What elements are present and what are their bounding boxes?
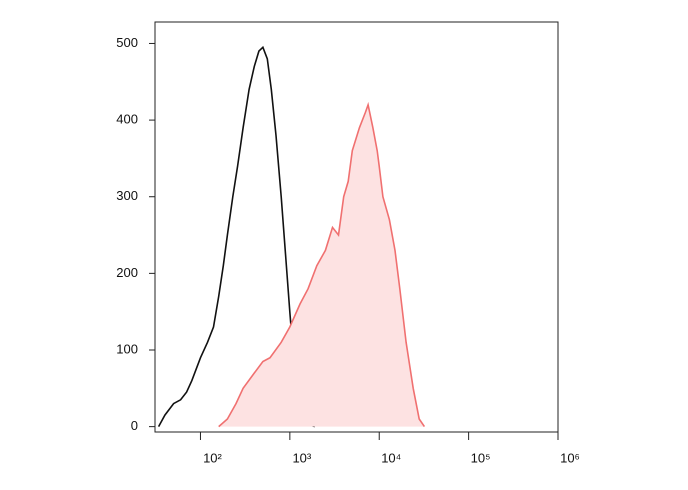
y-tick-label: 400 <box>116 112 138 127</box>
y-tick-label: 100 <box>116 341 138 356</box>
y-tick-label: 500 <box>116 35 138 50</box>
y-tick-label: 300 <box>116 188 138 203</box>
histogram-line <box>218 101 426 428</box>
x-tick-label: 10⁶ <box>560 450 580 465</box>
histogram-line <box>157 45 316 428</box>
x-tick-label: 10⁴ <box>381 450 401 465</box>
histogram-fill <box>218 104 425 427</box>
y-tick-label: 200 <box>116 265 138 280</box>
x-tick-label: 10³ <box>292 450 311 465</box>
y-tick-label: 0 <box>131 418 138 433</box>
x-tick-label: 10⁵ <box>471 450 491 465</box>
plot-frame <box>154 21 559 433</box>
x-tick-label: 10² <box>203 450 222 465</box>
